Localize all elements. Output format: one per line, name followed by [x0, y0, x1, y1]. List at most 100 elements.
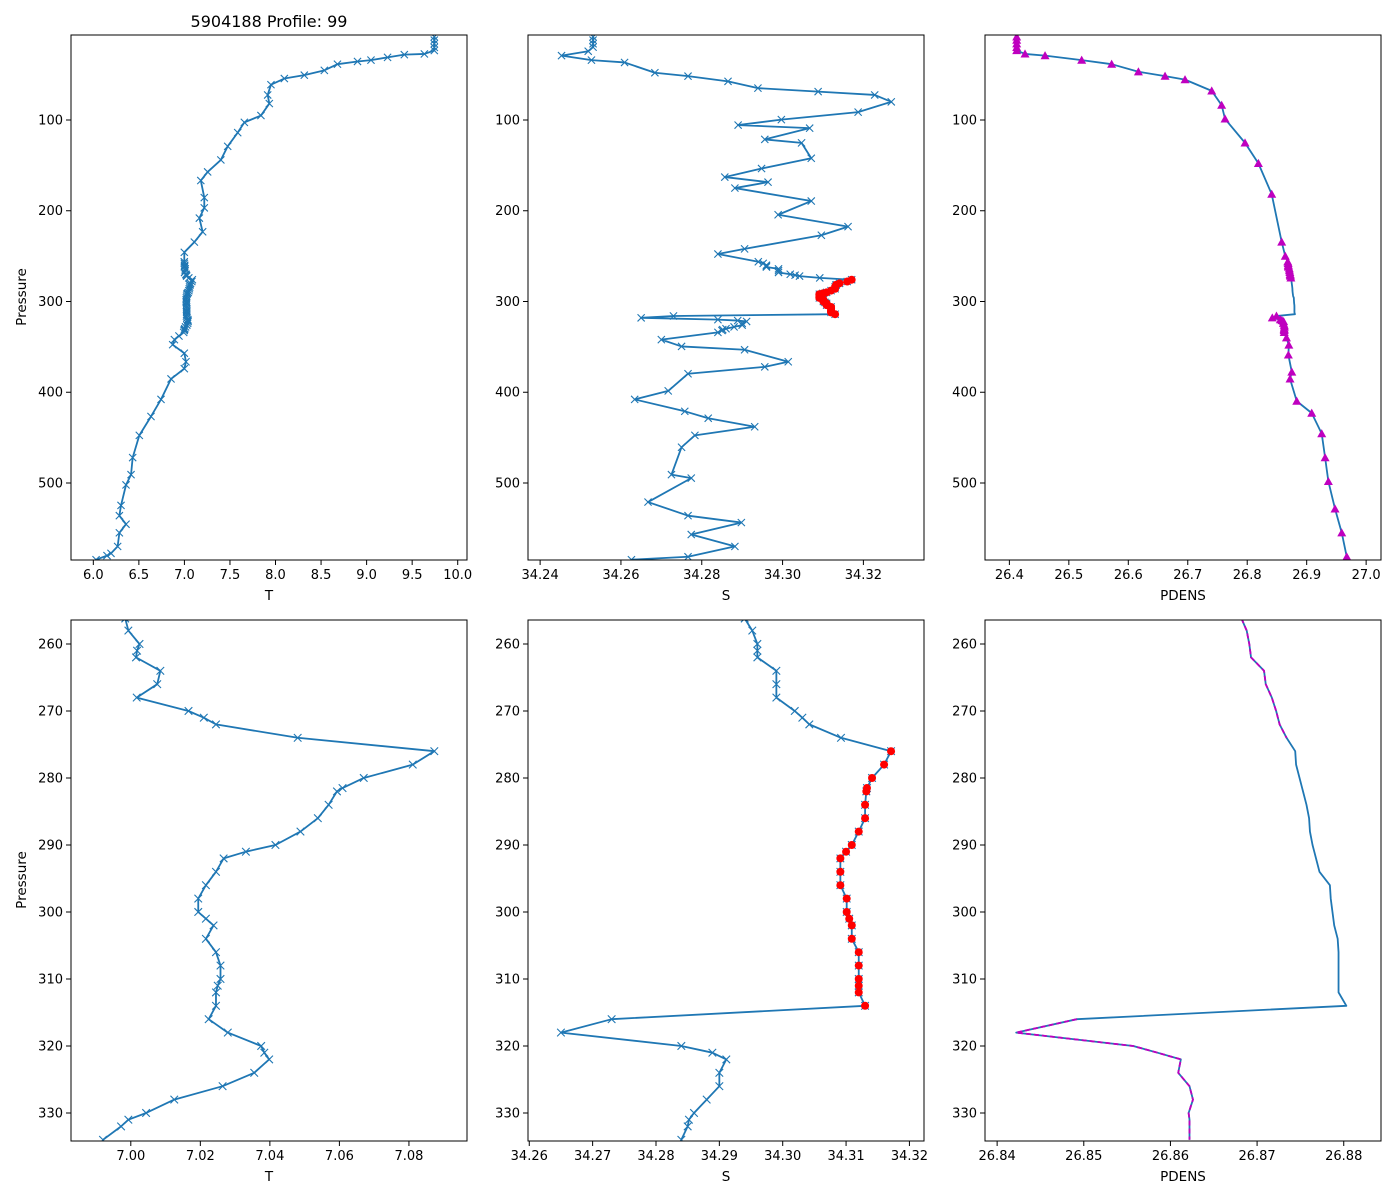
data-point-x-marker — [211, 988, 221, 997]
data-point-x-marker — [353, 57, 362, 66]
axes-bottom-t: 7.00 7.02 7.04 7.06 7.08 260 270 280 290 300 310 32… — [38, 619, 468, 1185]
x-tick-label: 34.29 — [701, 1149, 738, 1164]
data-point-x-marker — [684, 511, 693, 520]
data-point-x-marker — [271, 840, 280, 850]
x-tick-label: 34.28 — [683, 568, 720, 583]
data-point-x-marker — [196, 176, 205, 185]
good-data-point-triangle — [1283, 350, 1293, 359]
data-point-x-marker — [135, 639, 144, 649]
good-data-point-triangle — [1292, 396, 1302, 405]
x-tick-label: 6.0 — [83, 568, 104, 583]
data-point-x-marker — [430, 46, 439, 55]
good-data-point-triangle — [1253, 158, 1263, 167]
data-point-x-marker — [194, 894, 203, 903]
y-tick-label: 300 — [952, 905, 977, 920]
flagged-data-point — [862, 787, 871, 796]
x-tick-label: 7.0 — [174, 568, 195, 583]
x-tick-label: 26.5 — [1054, 568, 1083, 583]
data-point-x-marker — [117, 501, 126, 510]
x-tick-label: 9.5 — [402, 568, 423, 583]
y-tick-label: 500 — [952, 476, 977, 491]
data-point-x-marker — [589, 39, 598, 48]
y-tick-label: 300 — [495, 905, 520, 920]
x-tick-label: 8.5 — [311, 568, 332, 583]
data-point-x-marker — [170, 1095, 179, 1104]
axes-bottom-pdens: 26.84 26.85 26.86 26.87 26.88 260 270 280 290 300… — [952, 619, 1382, 1185]
data-point-x-marker — [708, 1048, 717, 1057]
data-point-x-marker — [180, 248, 189, 257]
axes-frame — [984, 34, 1382, 561]
data-point-x-marker — [201, 914, 211, 923]
y-tick-label: 320 — [952, 1039, 977, 1054]
axes-frame — [70, 619, 468, 1142]
x-tick-label: 34.30 — [764, 568, 801, 583]
good-data-dashed-line — [1015, 1018, 1194, 1140]
x-tick-label: 26.7 — [1173, 568, 1202, 583]
flagged-data-point — [861, 814, 870, 823]
data-point-x-marker — [620, 58, 629, 67]
plot-area — [1012, 35, 1352, 560]
y-tick-label: 200 — [495, 204, 520, 219]
flagged-data-point — [842, 847, 851, 856]
y-tick-label: 500 — [38, 476, 63, 491]
flagged-data-point — [854, 981, 863, 990]
data-point-x-marker — [724, 77, 733, 86]
data-point-x-marker — [754, 257, 763, 266]
data-point-x-marker — [683, 1122, 692, 1131]
series-line-pdens — [1015, 620, 1348, 1140]
data-point-x-marker — [870, 90, 879, 99]
data-point-x-marker — [784, 357, 793, 366]
y-tick-label: 290 — [495, 838, 520, 853]
good-data-point-triangle — [1012, 45, 1022, 55]
plot-area — [92, 35, 439, 560]
x-tick-label: 26.4 — [995, 568, 1024, 583]
x-tick-label: 34.32 — [845, 568, 882, 583]
data-point-x-marker — [753, 84, 762, 93]
y-tick-label: 260 — [38, 637, 63, 652]
data-point-x-marker — [740, 620, 749, 623]
data-point-x-marker — [241, 847, 251, 856]
flagged-data-point — [845, 914, 854, 923]
data-point-x-marker — [201, 881, 211, 890]
x-tick-label: 26.87 — [1238, 1149, 1275, 1164]
x-tick-label: 26.9 — [1292, 568, 1321, 583]
series-line-t — [95, 36, 436, 560]
flagged-data-point — [847, 934, 856, 943]
data-point-x-marker — [324, 800, 333, 809]
x-tick-label: 26.8 — [1233, 568, 1262, 583]
good-data-point-triangle — [1160, 71, 1170, 80]
good-data-point-triangle — [1284, 340, 1294, 349]
flagged-data-point — [861, 800, 870, 809]
data-point-x-marker — [332, 787, 342, 796]
flagged-data-point — [843, 277, 852, 286]
data-point-x-marker — [128, 453, 137, 462]
data-point-x-marker — [715, 1082, 724, 1091]
y-tick-label: 330 — [952, 1106, 977, 1121]
good-data-point-triangle — [1281, 333, 1291, 342]
x-tick-label: 7.04 — [255, 1149, 284, 1164]
data-point-x-marker — [795, 272, 804, 281]
data-point-x-marker — [200, 193, 209, 202]
good-data-point-triangle — [1217, 100, 1227, 109]
x-tick-label: 7.08 — [394, 1149, 423, 1164]
data-point-x-marker — [131, 653, 141, 662]
y-tick-label: 280 — [495, 771, 520, 786]
data-point-x-marker — [115, 528, 124, 537]
data-point-x-marker — [760, 135, 769, 144]
flagged-data-point — [854, 827, 863, 836]
data-point-x-marker — [774, 266, 783, 275]
plot-area — [557, 35, 896, 560]
good-data-point-triangle — [1307, 408, 1317, 417]
data-point-x-marker — [753, 653, 762, 662]
flagged-data-point — [868, 773, 877, 782]
data-point-x-marker — [805, 720, 814, 729]
data-point-x-marker — [223, 142, 232, 151]
x-axis-label: PDENS — [1160, 588, 1206, 604]
data-point-x-marker — [127, 470, 136, 479]
x-tick-label: 6.5 — [129, 568, 150, 583]
data-point-x-marker — [200, 203, 209, 212]
x-tick-label: 34.28 — [637, 1149, 674, 1164]
data-point-x-marker — [116, 1122, 126, 1131]
good-data-point-triangle — [1345, 555, 1351, 560]
